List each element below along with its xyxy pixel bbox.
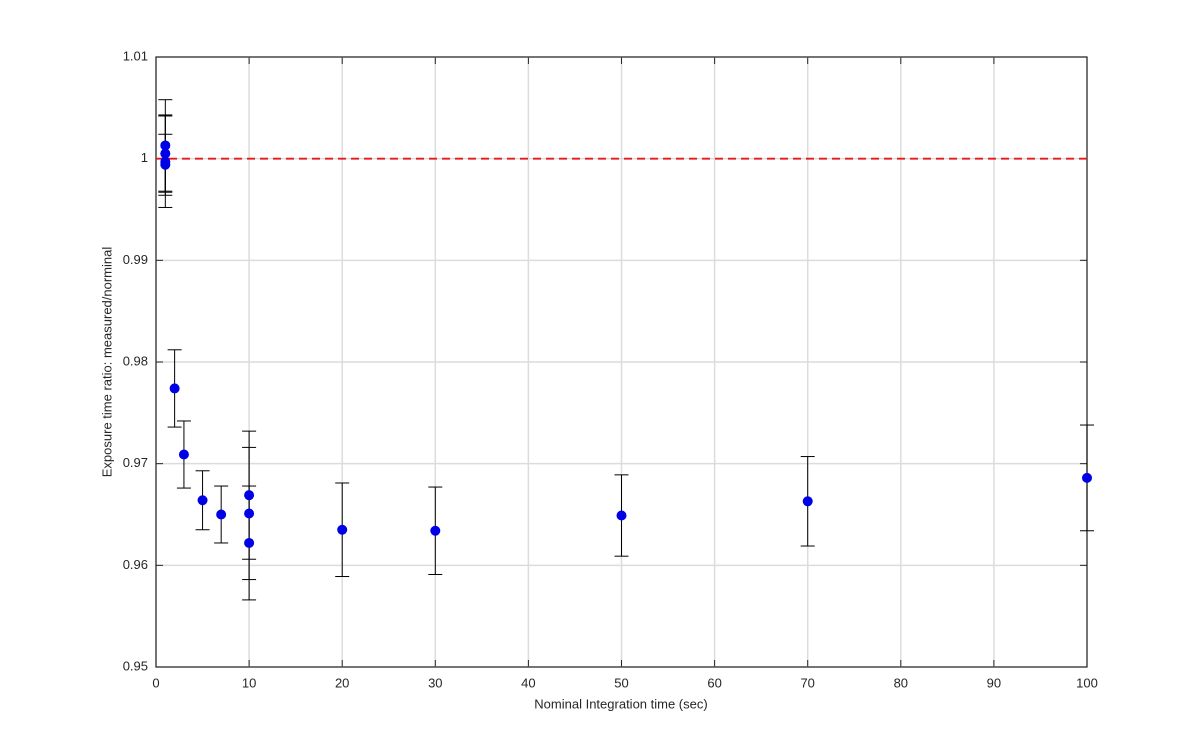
data-point xyxy=(244,490,255,501)
data-point xyxy=(244,508,255,519)
y-tick-label: 0.98 xyxy=(123,353,148,368)
y-tick-label: 1.01 xyxy=(123,48,148,63)
x-tick-label: 40 xyxy=(521,675,535,690)
data-point xyxy=(244,537,255,548)
data-point xyxy=(216,509,227,520)
x-tick-label: 90 xyxy=(987,675,1001,690)
data-point xyxy=(169,383,180,394)
x-tick-label: 0 xyxy=(152,675,159,690)
x-tick-label: 80 xyxy=(894,675,908,690)
data-point xyxy=(337,524,348,535)
x-tick-label: 60 xyxy=(707,675,721,690)
plot-frame xyxy=(155,56,1088,668)
data-point xyxy=(160,140,171,151)
y-axis-label: Exposure time ratio: measured/norminal xyxy=(99,247,114,478)
data-point xyxy=(1082,472,1092,483)
x-tick-label: 20 xyxy=(335,675,349,690)
x-tick-label: 100 xyxy=(1076,675,1098,690)
y-tick-label: 0.97 xyxy=(123,455,148,470)
y-tick-label: 1 xyxy=(141,150,148,165)
x-axis-label: Nominal Integration time (sec) xyxy=(534,696,707,711)
x-tick-label: 10 xyxy=(242,675,256,690)
y-tick-label: 0.99 xyxy=(123,252,148,267)
x-tick-label: 70 xyxy=(800,675,814,690)
y-tick-label: 0.95 xyxy=(123,658,148,673)
data-point xyxy=(178,449,189,460)
x-tick-label: 50 xyxy=(614,675,628,690)
data-point xyxy=(802,496,813,507)
data-point xyxy=(160,159,171,170)
data-point xyxy=(616,510,627,521)
x-tick-label: 30 xyxy=(428,675,442,690)
y-tick-label: 0.96 xyxy=(123,557,148,572)
data-point xyxy=(197,495,208,506)
data-point xyxy=(160,148,171,159)
data-point xyxy=(430,525,441,536)
